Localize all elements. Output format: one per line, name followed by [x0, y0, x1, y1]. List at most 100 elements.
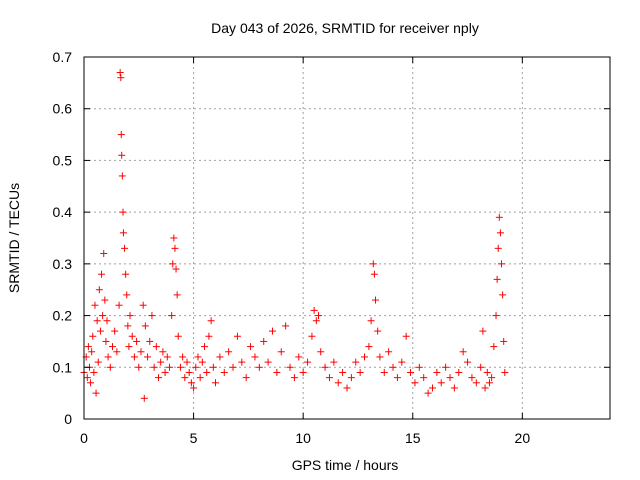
y-tick-label: 0.3	[53, 256, 73, 272]
data-point	[137, 348, 145, 356]
data-point	[361, 353, 369, 361]
data-point	[398, 358, 406, 366]
data-point	[113, 348, 121, 356]
data-point	[118, 151, 126, 159]
axis-ticks	[83, 56, 610, 420]
data-point	[229, 363, 237, 371]
data-point	[141, 322, 149, 330]
data-point	[116, 69, 124, 77]
data-point	[325, 374, 333, 382]
data-point	[94, 358, 102, 366]
data-point	[119, 229, 127, 237]
data-point	[339, 368, 347, 376]
data-point	[374, 327, 382, 335]
data-point	[496, 229, 504, 237]
data-point	[148, 312, 156, 320]
data-point	[111, 327, 119, 335]
y-axis-title: SRMTID / TECUs	[6, 183, 22, 293]
x-tick-label: 20	[515, 430, 531, 446]
data-point	[402, 332, 410, 340]
data-point	[130, 353, 138, 361]
data-point	[152, 343, 160, 351]
data-point	[334, 379, 342, 387]
data-point	[481, 384, 489, 392]
data-point	[490, 343, 498, 351]
data-point	[450, 384, 458, 392]
data-point	[437, 379, 445, 387]
y-tick-label: 0.4	[53, 204, 73, 220]
data-point	[479, 327, 487, 335]
data-point	[201, 343, 209, 351]
data-point	[171, 244, 179, 252]
x-tick-label: 15	[405, 430, 421, 446]
data-point	[273, 368, 281, 376]
chart-title: Day 043 of 2026, SRMTID for receiver npl…	[211, 20, 479, 36]
x-tick-label: 0	[80, 430, 88, 446]
data-point	[157, 358, 165, 366]
data-point	[352, 358, 360, 366]
data-point	[494, 244, 502, 252]
data-point	[312, 317, 320, 325]
data-point	[88, 348, 96, 356]
data-point	[117, 131, 125, 139]
data-point	[103, 317, 111, 325]
data-point	[367, 317, 375, 325]
data-point	[123, 291, 131, 299]
data-point	[393, 374, 401, 382]
data-point	[468, 374, 476, 382]
data-point	[139, 301, 147, 309]
data-point	[428, 384, 436, 392]
data-point	[264, 358, 272, 366]
data-point	[150, 363, 158, 371]
data-point	[207, 317, 215, 325]
data-point	[260, 337, 268, 345]
data-point	[499, 291, 507, 299]
data-point	[343, 384, 351, 392]
data-point	[495, 213, 503, 221]
data-point	[225, 348, 233, 356]
data-point	[146, 337, 154, 345]
data-point	[179, 353, 187, 361]
x-tick-label: 10	[295, 430, 311, 446]
data-point	[125, 343, 133, 351]
data-point	[99, 312, 107, 320]
data-point	[196, 374, 204, 382]
data-point	[163, 353, 171, 361]
data-point	[126, 312, 134, 320]
data-point	[118, 172, 126, 180]
data-point	[174, 332, 182, 340]
data-point	[464, 358, 472, 366]
data-point	[356, 368, 364, 376]
data-point	[161, 368, 169, 376]
data-point	[194, 353, 202, 361]
data-point	[282, 322, 290, 330]
data-point	[299, 368, 307, 376]
data-point	[124, 322, 132, 330]
data-point	[268, 327, 276, 335]
data-point	[83, 374, 91, 382]
data-point	[220, 368, 228, 376]
plot-frame	[83, 56, 611, 420]
data-point	[173, 291, 181, 299]
data-point	[181, 374, 189, 382]
data-point	[420, 374, 428, 382]
data-point	[98, 270, 106, 278]
data-point	[84, 343, 92, 351]
data-point	[212, 379, 219, 387]
data-point	[295, 353, 303, 361]
data-point	[380, 368, 388, 376]
data-point	[140, 394, 148, 402]
data-point	[144, 353, 152, 361]
data-point	[415, 363, 423, 371]
data-point	[290, 374, 298, 382]
data-point	[205, 332, 213, 340]
data-point	[209, 363, 217, 371]
data-point	[459, 348, 467, 356]
data-point	[347, 374, 355, 382]
data-point	[483, 368, 491, 376]
data-point	[187, 379, 195, 387]
data-point	[501, 368, 509, 376]
data-point	[170, 234, 178, 242]
y-tick-label: 0.5	[53, 152, 73, 168]
data-point	[168, 312, 176, 320]
